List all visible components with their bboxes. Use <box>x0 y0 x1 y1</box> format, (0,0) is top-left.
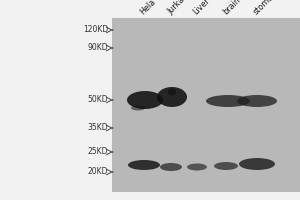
Ellipse shape <box>239 158 275 170</box>
Ellipse shape <box>187 164 207 170</box>
Text: 50KD: 50KD <box>87 96 108 104</box>
Text: Hela: Hela <box>139 0 158 16</box>
Ellipse shape <box>128 160 160 170</box>
Text: Liver: Liver <box>192 0 212 16</box>
Ellipse shape <box>214 162 238 170</box>
Ellipse shape <box>131 106 145 110</box>
Text: brain: brain <box>222 0 243 16</box>
Text: 25KD: 25KD <box>88 148 108 156</box>
Ellipse shape <box>168 88 176 96</box>
Text: 90KD: 90KD <box>87 44 108 52</box>
Text: stomach: stomach <box>252 0 283 16</box>
Ellipse shape <box>157 87 187 107</box>
Bar <box>112 18 300 192</box>
Ellipse shape <box>237 95 277 107</box>
Text: 35KD: 35KD <box>87 123 108 132</box>
Ellipse shape <box>160 163 182 171</box>
Ellipse shape <box>127 91 163 109</box>
Ellipse shape <box>206 95 250 107</box>
Text: 20KD: 20KD <box>88 168 108 176</box>
Text: 120KD: 120KD <box>83 25 108 34</box>
Text: Jurkat: Jurkat <box>166 0 188 16</box>
